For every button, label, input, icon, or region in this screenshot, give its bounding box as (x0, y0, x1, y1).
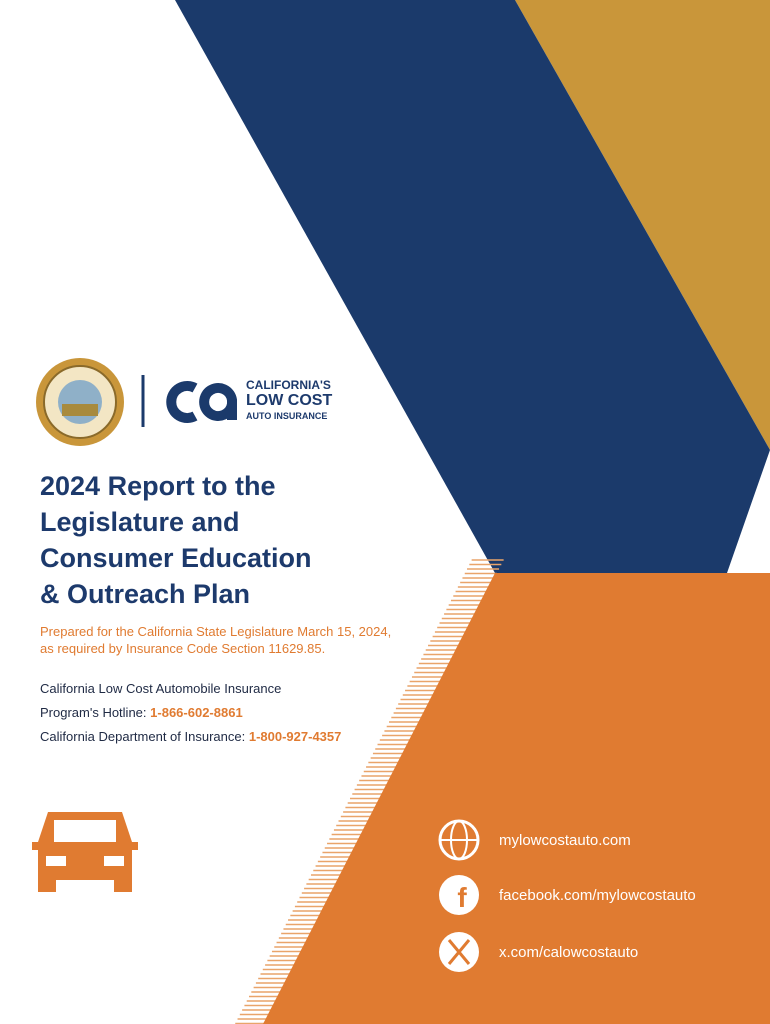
phone: 1-866-602-8861 (150, 705, 243, 720)
program: California Low Cost Automobile Insurance (40, 681, 282, 696)
logo-line: CALIFORNIA'S (246, 378, 331, 392)
link[interactable]: mylowcostauto.com (499, 832, 631, 849)
subtitle-line: Prepared for the California State Legisl… (40, 624, 392, 639)
svg-text:f: f (457, 882, 467, 913)
seal (36, 358, 124, 446)
title: 2024 Report to the Legislature and Consu… (40, 468, 312, 612)
phone: 1-800-927-4357 (248, 729, 342, 744)
hotline: Program's Hotline: 1-866-602-8861 (40, 705, 243, 720)
car-icon (32, 812, 138, 892)
logo-line: LOW COST (246, 392, 333, 409)
label: Program's Hotline: (40, 705, 147, 720)
department: California Department of Insurance: 1-80… (40, 729, 341, 744)
blue-band (175, 0, 770, 573)
link-icons: f (438, 819, 480, 972)
title-line: Consumer Education (40, 543, 312, 573)
link[interactable]: facebook.com/mylowcostauto (499, 887, 696, 904)
stripes (235, 559, 504, 1024)
title-line: 2024 Report to the (40, 471, 276, 501)
subtitle: Prepared for the California State Legisl… (40, 623, 391, 657)
label: California Department of Insurance: (40, 729, 246, 744)
ca-logo (166, 381, 237, 423)
subtitle-line: as required by Insurance Code Section 11… (40, 641, 326, 656)
logo-line: AUTO INSURANCE (246, 411, 328, 421)
link[interactable]: x.com/calowcostauto (499, 944, 639, 961)
title-line: Legislature and (40, 507, 240, 537)
orange-panel (263, 573, 770, 1024)
title-line: & Outreach Plan (40, 579, 251, 609)
